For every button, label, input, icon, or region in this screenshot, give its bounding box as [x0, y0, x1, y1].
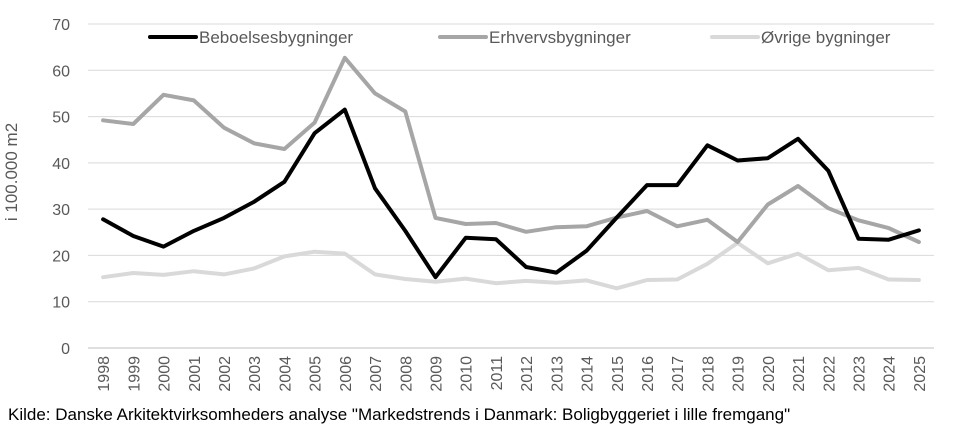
y-tick-label: 10: [52, 295, 70, 312]
x-tick-label: 2020: [761, 356, 778, 392]
x-tick-label: 2006: [338, 356, 355, 392]
x-tick-label: 2015: [610, 356, 627, 392]
y-tick-label: 20: [52, 248, 70, 265]
legend-label: Beboelsesbygninger: [199, 28, 353, 47]
series-lines: [101, 55, 921, 291]
x-tick-label: 2021: [791, 356, 808, 392]
x-tick-label: 1999: [126, 356, 143, 392]
y-tick-label: 50: [52, 110, 70, 127]
legend-label: Øvrige bygninger: [761, 28, 891, 47]
x-tick-label: 2000: [157, 356, 174, 392]
x-tick-label: 2019: [731, 356, 748, 392]
x-tick-label: 2005: [308, 356, 325, 392]
legend-item: Erhvervsbygninger: [438, 28, 631, 47]
x-tick-label: 2024: [882, 356, 899, 392]
x-tick-label: 2017: [670, 356, 687, 392]
legend-item: Beboelsesbygninger: [148, 28, 353, 47]
legend-item: Øvrige bygninger: [710, 28, 891, 47]
legend-label: Erhvervsbygninger: [489, 28, 631, 47]
x-tick-label: 2004: [277, 356, 294, 392]
x-tick-label: 2001: [187, 356, 204, 392]
x-tick-label: 2011: [489, 356, 506, 391]
y-axis-label: i 100.000 m2: [2, 123, 21, 221]
y-tick-label: 40: [52, 156, 70, 173]
y-tick-label: 70: [52, 17, 70, 34]
x-tick-label: 2016: [640, 356, 657, 392]
y-tick-label: 0: [61, 341, 70, 358]
source-note: Kilde: Danske Arkitektvirksomheders anal…: [8, 405, 791, 424]
x-tick-label: 2012: [519, 356, 536, 392]
x-tick-label: 2023: [851, 356, 868, 392]
x-tick-label: 1998: [96, 356, 113, 392]
x-tick-label: 2003: [247, 356, 264, 392]
series-line: [101, 240, 921, 291]
x-tick-label: 2010: [459, 356, 476, 392]
x-tick-label: 2009: [428, 356, 445, 392]
y-tick-label: 60: [52, 63, 70, 80]
x-axis-ticks: 1998 1999 2000 2001 2002 2003 2004 2005 2006 2007…: [96, 356, 929, 392]
x-tick-label: 2018: [700, 356, 717, 392]
grid-lines: [88, 23, 934, 349]
x-tick-label: 2007: [368, 356, 385, 392]
series-line: [101, 55, 921, 244]
x-tick-label: 2025: [912, 356, 929, 392]
x-tick-label: 2014: [580, 356, 597, 392]
x-tick-label: 2013: [549, 356, 566, 392]
x-tick-label: 2008: [398, 356, 415, 392]
y-tick-label: 30: [52, 202, 70, 219]
legend: Beboelsesbygninger Erhvervsbygninger Øvrig…: [148, 28, 891, 47]
x-tick-label: 2002: [217, 356, 234, 392]
y-axis-ticks: 0 10 20 30 40 50 60 70: [52, 17, 70, 358]
series-line: [101, 107, 921, 280]
x-tick-label: 2022: [821, 356, 838, 392]
